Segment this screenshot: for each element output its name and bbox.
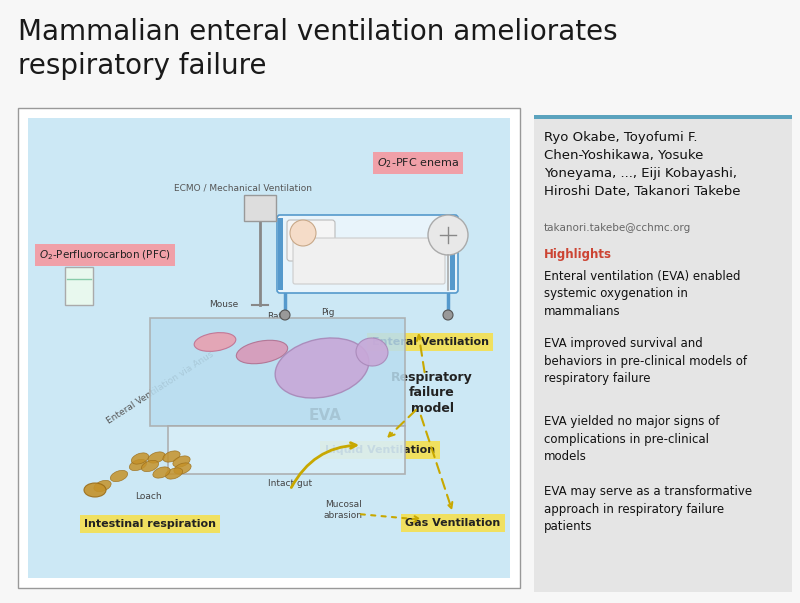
Text: Respiratory
failure
model: Respiratory failure model: [391, 371, 473, 414]
Text: EVA may serve as a transformative
approach in respiratory failure
patients: EVA may serve as a transformative approa…: [544, 485, 752, 533]
Circle shape: [290, 220, 316, 246]
Text: Mucosal
abrasion: Mucosal abrasion: [323, 500, 362, 520]
Ellipse shape: [153, 467, 170, 478]
Ellipse shape: [148, 452, 165, 463]
Ellipse shape: [236, 340, 288, 364]
Ellipse shape: [131, 453, 149, 464]
Text: Highlights: Highlights: [544, 248, 612, 261]
Ellipse shape: [194, 333, 236, 352]
Text: Liquid Ventilation: Liquid Ventilation: [325, 445, 435, 455]
Text: Rat: Rat: [267, 312, 282, 321]
Text: Intestinal respiration: Intestinal respiration: [84, 519, 216, 529]
Text: Enteral Ventilation via Anus: Enteral Ventilation via Anus: [105, 350, 215, 426]
Text: Loach: Loach: [134, 492, 162, 501]
FancyBboxPatch shape: [534, 115, 792, 592]
Ellipse shape: [84, 483, 106, 497]
Ellipse shape: [142, 460, 158, 472]
FancyBboxPatch shape: [534, 115, 792, 119]
Text: Mouse: Mouse: [210, 300, 238, 309]
Text: $O_2$-PFC enema: $O_2$-PFC enema: [377, 156, 459, 170]
Ellipse shape: [130, 459, 146, 470]
FancyBboxPatch shape: [244, 195, 276, 221]
Circle shape: [428, 215, 468, 255]
Ellipse shape: [163, 451, 180, 462]
Text: ECMO / Mechanical Ventilation: ECMO / Mechanical Ventilation: [174, 183, 312, 192]
Text: EVA yielded no major signs of
complications in pre-clinical
models: EVA yielded no major signs of complicati…: [544, 415, 719, 463]
FancyBboxPatch shape: [278, 218, 283, 290]
Text: Enteral Ventilation: Enteral Ventilation: [371, 337, 489, 347]
FancyBboxPatch shape: [150, 318, 405, 426]
Ellipse shape: [173, 456, 190, 467]
Circle shape: [280, 310, 290, 320]
Text: takanori.takebe@cchmc.org: takanori.takebe@cchmc.org: [544, 223, 691, 233]
FancyBboxPatch shape: [18, 108, 520, 588]
Text: Enteral ventilation (EVA) enabled
systemic oxygenation in
mammalians: Enteral ventilation (EVA) enabled system…: [544, 270, 741, 318]
Ellipse shape: [166, 468, 182, 479]
FancyBboxPatch shape: [293, 238, 445, 284]
Ellipse shape: [174, 463, 191, 474]
FancyBboxPatch shape: [65, 267, 93, 305]
Ellipse shape: [94, 481, 111, 491]
FancyBboxPatch shape: [287, 220, 335, 261]
Text: EVA improved survival and
behaviors in pre-clinical models of
respiratory failur: EVA improved survival and behaviors in p…: [544, 337, 747, 385]
FancyBboxPatch shape: [168, 426, 405, 474]
Text: Mammalian enteral ventilation ameliorates: Mammalian enteral ventilation ameliorate…: [18, 18, 618, 46]
Text: Pig: Pig: [322, 308, 334, 317]
Circle shape: [443, 310, 453, 320]
FancyBboxPatch shape: [277, 215, 458, 293]
Text: Ryo Okabe, Toyofumi F.
Chen-Yoshikawa, Yosuke
Yoneyama, ..., Eiji Kobayashi,
Hir: Ryo Okabe, Toyofumi F. Chen-Yoshikawa, Y…: [544, 131, 741, 198]
Text: EVA: EVA: [309, 408, 342, 423]
Ellipse shape: [356, 338, 388, 366]
FancyBboxPatch shape: [450, 218, 455, 290]
Text: respiratory failure: respiratory failure: [18, 52, 266, 80]
Text: Gas Ventilation: Gas Ventilation: [406, 518, 501, 528]
Text: Intact gut: Intact gut: [268, 479, 312, 488]
Ellipse shape: [275, 338, 369, 398]
FancyBboxPatch shape: [28, 118, 510, 578]
Text: $O_2$-Perfluorocarbon (PFC): $O_2$-Perfluorocarbon (PFC): [39, 248, 170, 262]
Ellipse shape: [110, 470, 128, 482]
